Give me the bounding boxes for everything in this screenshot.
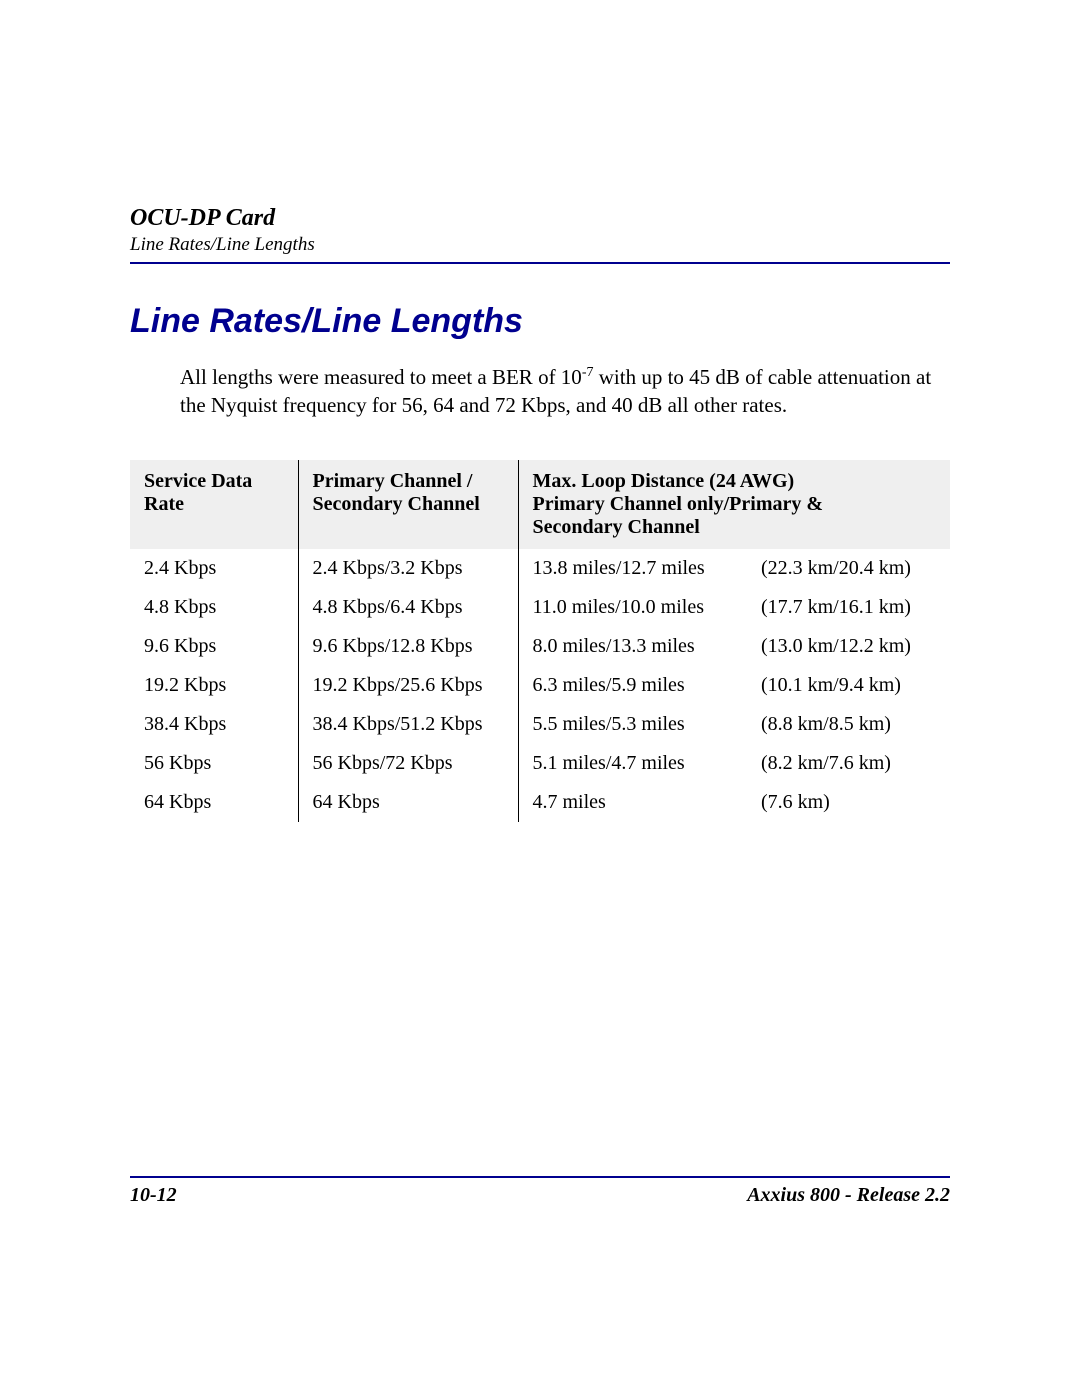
cell-miles: 5.1 miles/4.7 miles xyxy=(518,744,747,783)
table-row: 9.6 Kbps 9.6 Kbps/12.8 Kbps 8.0 miles/13… xyxy=(130,627,950,666)
cell-chan: 19.2 Kbps/25.6 Kbps xyxy=(298,666,518,705)
cell-chan: 2.4 Kbps/3.2 Kbps xyxy=(298,549,518,588)
section-title: Line Rates/Line Lengths xyxy=(130,302,950,341)
header-subtitle: Line Rates/Line Lengths xyxy=(130,234,950,256)
header-rule xyxy=(130,262,950,264)
cell-chan: 38.4 Kbps/51.2 Kbps xyxy=(298,705,518,744)
col-header-line: Secondary Channel xyxy=(313,493,480,515)
cell-miles: 5.5 miles/5.3 miles xyxy=(518,705,747,744)
table-row: 4.8 Kbps 4.8 Kbps/6.4 Kbps 11.0 miles/10… xyxy=(130,588,950,627)
col-header-line: Primary Channel / xyxy=(313,470,473,492)
cell-chan: 64 Kbps xyxy=(298,783,518,822)
cell-km: (10.1 km/9.4 km) xyxy=(747,666,950,705)
table-row: 64 Kbps 64 Kbps 4.7 miles (7.6 km) xyxy=(130,783,950,822)
footer-release: Axxius 800 - Release 2.2 xyxy=(747,1184,950,1207)
col-header-line: Rate xyxy=(144,493,184,515)
cell-km: (8.2 km/7.6 km) xyxy=(747,744,950,783)
col-header-line: Max. Loop Distance (24 AWG) xyxy=(533,470,795,492)
cell-km: (8.8 km/8.5 km) xyxy=(747,705,950,744)
col-header-max-loop: Max. Loop Distance (24 AWG) Primary Chan… xyxy=(518,460,950,549)
cell-miles: 11.0 miles/10.0 miles xyxy=(518,588,747,627)
col-header-line: Primary Channel only/Primary & xyxy=(533,493,824,515)
body-pre: All lengths were measured to meet a BER … xyxy=(180,365,582,389)
cell-rate: 2.4 Kbps xyxy=(130,549,298,588)
cell-miles: 4.7 miles xyxy=(518,783,747,822)
cell-rate: 4.8 Kbps xyxy=(130,588,298,627)
cell-rate: 38.4 Kbps xyxy=(130,705,298,744)
cell-chan: 56 Kbps/72 Kbps xyxy=(298,744,518,783)
col-header-line: Secondary Channel xyxy=(533,516,700,538)
cell-chan: 4.8 Kbps/6.4 Kbps xyxy=(298,588,518,627)
col-header-line: Service Data xyxy=(144,470,252,492)
page: OCU-DP Card Line Rates/Line Lengths Line… xyxy=(0,0,1080,822)
body-sup: -7 xyxy=(582,365,594,380)
footer-page-number: 10-12 xyxy=(130,1184,177,1207)
body-paragraph: All lengths were measured to meet a BER … xyxy=(180,363,950,420)
cell-miles: 13.8 miles/12.7 miles xyxy=(518,549,747,588)
cell-km: (13.0 km/12.2 km) xyxy=(747,627,950,666)
table-header-row: Service Data Rate Primary Channel / Seco… xyxy=(130,460,950,549)
header-card-title: OCU-DP Card xyxy=(130,205,950,232)
col-header-service-rate: Service Data Rate xyxy=(130,460,298,549)
table-row: 56 Kbps 56 Kbps/72 Kbps 5.1 miles/4.7 mi… xyxy=(130,744,950,783)
cell-rate: 9.6 Kbps xyxy=(130,627,298,666)
cell-chan: 9.6 Kbps/12.8 Kbps xyxy=(298,627,518,666)
cell-rate: 19.2 Kbps xyxy=(130,666,298,705)
line-rates-table: Service Data Rate Primary Channel / Seco… xyxy=(130,460,950,822)
cell-miles: 8.0 miles/13.3 miles xyxy=(518,627,747,666)
table-row: 38.4 Kbps 38.4 Kbps/51.2 Kbps 5.5 miles/… xyxy=(130,705,950,744)
cell-miles: 6.3 miles/5.9 miles xyxy=(518,666,747,705)
col-header-primary-secondary: Primary Channel / Secondary Channel xyxy=(298,460,518,549)
table-row: 19.2 Kbps 19.2 Kbps/25.6 Kbps 6.3 miles/… xyxy=(130,666,950,705)
cell-rate: 64 Kbps xyxy=(130,783,298,822)
cell-km: (7.6 km) xyxy=(747,783,950,822)
footer-rule xyxy=(130,1176,950,1178)
page-footer: 10-12 Axxius 800 - Release 2.2 xyxy=(130,1176,950,1207)
table-row: 2.4 Kbps 2.4 Kbps/3.2 Kbps 13.8 miles/12… xyxy=(130,549,950,588)
cell-km: (17.7 km/16.1 km) xyxy=(747,588,950,627)
cell-km: (22.3 km/20.4 km) xyxy=(747,549,950,588)
cell-rate: 56 Kbps xyxy=(130,744,298,783)
